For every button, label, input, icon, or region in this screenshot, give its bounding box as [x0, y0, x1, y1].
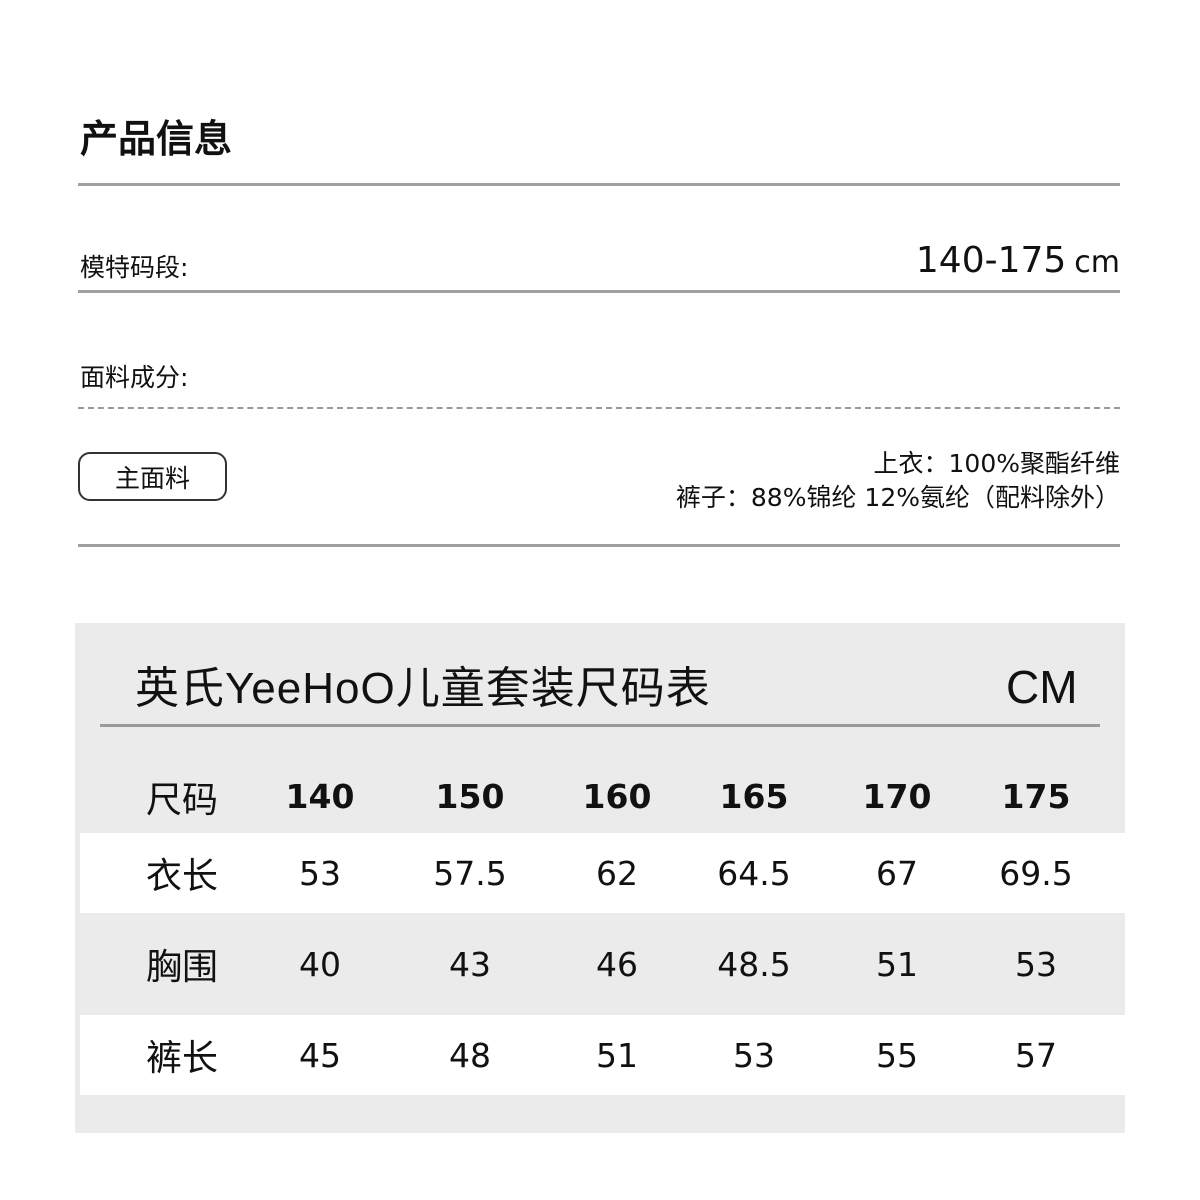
table-cell: 140 [285, 777, 355, 816]
table-cell: 69.5 [999, 853, 1073, 893]
table-cell: 43 [449, 944, 491, 984]
table-cell: 165 [719, 777, 789, 816]
row-label: 胸围 [145, 947, 219, 988]
table-cell: 40 [299, 944, 341, 984]
table-cell: 45 [299, 1035, 341, 1075]
row-label: 尺码 [145, 779, 219, 821]
fabric-label: 面料成分: [80, 363, 189, 392]
page-title: 产品信息 [80, 117, 233, 161]
table-row: 衣长 53 57.5 62 64.5 67 69.5 [80, 833, 1125, 913]
model-size-value: 140-175 cm [916, 240, 1120, 281]
table-cell: 53 [733, 1035, 775, 1075]
table-row: 胸围 40 43 46 48.5 51 53 [80, 913, 1125, 1015]
model-size-label: 模特码段: [80, 253, 189, 282]
table-cell: 170 [862, 777, 932, 816]
model-size-range: 140-175 [915, 240, 1067, 281]
table-cell: 150 [435, 777, 505, 816]
table-row: 裤长 45 48 51 53 55 57 [80, 1015, 1125, 1095]
table-cell: 53 [299, 853, 341, 893]
divider [78, 183, 1120, 186]
size-chart-title: 英氏YeeHoO儿童套装尺码表 [135, 664, 711, 713]
row-label: 裤长 [145, 1038, 219, 1079]
table-cell: 57.5 [433, 853, 507, 893]
table-cell: 175 [1001, 777, 1071, 816]
table-cell: 67 [876, 853, 918, 893]
divider [78, 544, 1120, 547]
table-cell: 160 [582, 777, 652, 816]
pants-composition: 裤子：88%锦纶 12%氨纶（配料除外） [675, 483, 1120, 512]
table-cell: 51 [596, 1035, 638, 1075]
table-cell: 64.5 [717, 853, 791, 893]
table-cell: 55 [876, 1035, 918, 1075]
table-cell: 53 [1015, 944, 1057, 984]
size-chart-unit: CM [1006, 661, 1078, 713]
table-cell: 57 [1015, 1035, 1057, 1075]
table-cell: 48 [449, 1035, 491, 1075]
size-chart-rule [100, 724, 1100, 727]
table-cell: 62 [596, 853, 638, 893]
table-header-row: 尺码 140 150 160 165 170 175 [80, 760, 1125, 833]
divider [78, 290, 1120, 293]
dashed-divider [78, 407, 1120, 409]
main-fabric-badge: 主面料 [78, 452, 227, 501]
table-cell: 51 [876, 944, 918, 984]
row-label: 衣长 [145, 856, 219, 897]
top-composition: 上衣：100%聚酯纤维 [873, 449, 1120, 478]
model-size-unit: cm [1074, 245, 1120, 280]
table-cell: 48.5 [717, 944, 791, 984]
table-cell: 46 [596, 944, 638, 984]
